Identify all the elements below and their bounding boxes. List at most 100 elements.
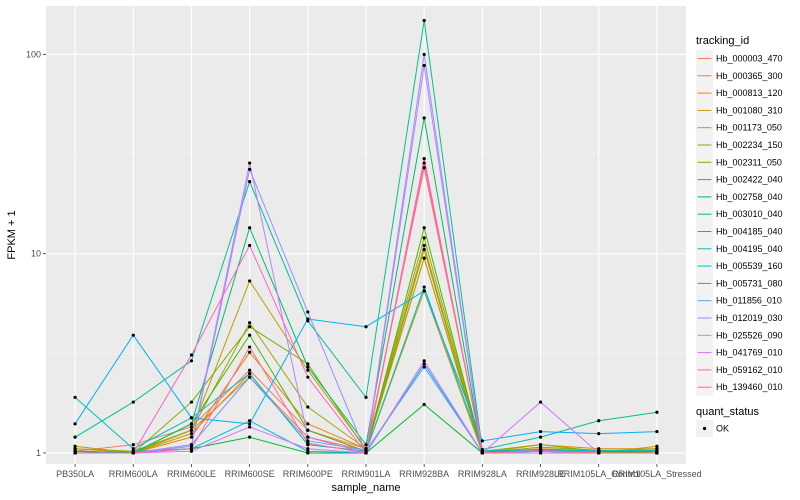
data-point-Hb_041769_010 — [306, 447, 310, 451]
shape-legend-point — [702, 426, 707, 431]
legend-label-Hb_005539_160: Hb_005539_160 — [716, 261, 783, 271]
legend-label-Hb_041769_010: Hb_041769_010 — [716, 348, 783, 358]
shape-legend-title: quant_status — [696, 406, 759, 418]
data-point-Hb_012019_030 — [306, 310, 310, 314]
data-point-Hb_004185_040 — [597, 419, 601, 423]
legend-label-Hb_012019_030: Hb_012019_030 — [716, 313, 783, 323]
data-point-Hb_002234_150 — [248, 321, 252, 325]
legend-label-Hb_011856_010: Hb_011856_010 — [716, 296, 782, 306]
data-point-Hb_004185_040 — [73, 435, 77, 439]
data-point-Hb_012019_030 — [248, 167, 252, 171]
data-point-Hb_005731_080 — [189, 416, 194, 420]
data-point-Hb_011856_010 — [248, 375, 252, 379]
data-point-Hb_000813_120 — [306, 422, 310, 426]
data-point-Hb_000813_120 — [189, 435, 194, 439]
data-point-Hb_000813_120 — [422, 243, 426, 248]
data-point-Hb_011856_010 — [422, 365, 426, 369]
legend-label-Hb_025526_090: Hb_025526_090 — [716, 330, 783, 340]
data-point-Hb_004195_040 — [597, 448, 601, 452]
legend-label-Hb_003010_040: Hb_003010_040 — [716, 209, 783, 219]
data-point-Hb_002311_050 — [422, 247, 426, 252]
legend-label-Hb_001173_050: Hb_001173_050 — [716, 123, 782, 133]
data-point-Hb_002234_150 — [73, 447, 77, 451]
x-tick-label: RRIM928BA — [399, 469, 449, 479]
data-point-Hb_003010_040 — [306, 365, 310, 369]
data-point-Hb_005539_160 — [422, 362, 426, 366]
data-point-Hb_025526_090 — [306, 435, 310, 439]
data-point-Hb_004195_040 — [655, 448, 659, 452]
x-tick-label: RRIM901LA — [341, 469, 390, 479]
x-tick-label: RRIM928LE — [516, 469, 565, 479]
data-point-Hb_002422_040 — [306, 428, 310, 432]
data-point-Hb_059162_010 — [422, 157, 426, 161]
x-tick-label: PB350LA — [56, 469, 94, 479]
data-point-Hb_005731_080 — [422, 289, 426, 293]
data-point-Hb_004185_040 — [538, 435, 543, 439]
data-point-Hb_139460_010 — [422, 161, 426, 165]
data-point-Hb_025526_090 — [422, 63, 426, 68]
data-point-Hb_005731_080 — [538, 429, 543, 434]
legend-label-Hb_004195_040: Hb_004195_040 — [716, 244, 783, 254]
legend-label-Hb_000813_120: Hb_000813_120 — [716, 88, 783, 98]
x-tick-label: RRIM600SE — [225, 469, 275, 479]
data-point-Hb_059162_010 — [189, 353, 194, 357]
data-point-Hb_004185_040 — [655, 410, 659, 414]
data-point-Hb_004185_040 — [248, 180, 252, 184]
y-tick-label: 1 — [36, 448, 41, 458]
x-tick-label: RRIM600LA — [109, 469, 158, 479]
data-point-Hb_139460_010 — [248, 345, 252, 349]
legend-label-Hb_059162_010: Hb_059162_010 — [716, 365, 783, 375]
data-point-Hb_001080_310 — [655, 444, 659, 448]
data-point-Hb_011856_010 — [306, 439, 310, 443]
legend-label-Hb_002758_040: Hb_002758_040 — [716, 192, 783, 202]
data-point-Hb_002234_150 — [189, 428, 194, 432]
data-point-Hb_005731_080 — [131, 333, 135, 337]
data-point-Hb_002422_040 — [422, 226, 426, 230]
data-point-Hb_002311_050 — [189, 400, 194, 404]
data-point-Hb_004185_040 — [364, 395, 368, 399]
data-point-Hb_001173_050 — [248, 279, 252, 283]
data-point-Hb_004185_040 — [189, 359, 194, 363]
x-tick-label: RRIM928LA — [458, 469, 507, 479]
data-point-Hb_002758_040 — [422, 402, 426, 407]
legend-label-Hb_000365_300: Hb_000365_300 — [716, 71, 783, 81]
data-point-Hb_012019_030 — [422, 52, 426, 57]
data-point-Hb_005731_080 — [597, 432, 601, 436]
x-tick-label: RRIM600LE — [167, 469, 216, 479]
data-point-Hb_000813_120 — [248, 350, 252, 354]
data-point-Hb_005731_080 — [364, 325, 368, 329]
data-point-Hb_002234_150 — [306, 405, 310, 409]
data-point-Hb_000003_470 — [131, 443, 135, 447]
data-point-Hb_001173_050 — [73, 444, 77, 448]
data-point-Hb_005731_080 — [73, 422, 77, 426]
data-point-Hb_139460_010 — [131, 451, 135, 455]
data-point-Hb_001173_050 — [422, 256, 426, 260]
data-point-Hb_011856_010 — [364, 448, 368, 452]
data-point-Hb_004195_040 — [480, 448, 484, 452]
data-point-Hb_059162_010 — [306, 375, 310, 379]
data-point-Hb_003010_040 — [248, 226, 252, 230]
data-point-Hb_002758_040 — [248, 435, 252, 439]
data-point-Hb_139460_010 — [480, 451, 484, 455]
data-point-Hb_002234_150 — [538, 443, 543, 447]
x-tick-label: RRIM105LA_Stressed — [612, 469, 702, 479]
data-point-Hb_005731_080 — [655, 429, 659, 434]
data-point-Hb_139460_010 — [73, 451, 77, 455]
data-point-Hb_004195_040 — [422, 285, 426, 289]
y-tick-label: 10 — [31, 249, 41, 259]
data-point-Hb_139460_010 — [364, 451, 368, 455]
data-point-Hb_004195_040 — [73, 395, 77, 399]
data-point-Hb_139460_010 — [189, 447, 194, 451]
legend-title: tracking_id — [696, 35, 749, 47]
data-point-Hb_000003_470 — [248, 368, 252, 372]
x-tick-label: RRIM600PE — [283, 469, 333, 479]
legend-label-Hb_005731_080: Hb_005731_080 — [716, 278, 783, 288]
data-point-Hb_002234_150 — [422, 236, 426, 240]
x-tick-label: RRIM105LA_Control — [557, 469, 640, 479]
data-point-Hb_003010_040 — [422, 116, 426, 120]
data-point-Hb_005731_080 — [306, 317, 310, 321]
data-point-Hb_004185_040 — [131, 400, 135, 404]
data-point-Hb_002311_050 — [538, 445, 543, 449]
data-point-Hb_005539_160 — [306, 449, 310, 453]
